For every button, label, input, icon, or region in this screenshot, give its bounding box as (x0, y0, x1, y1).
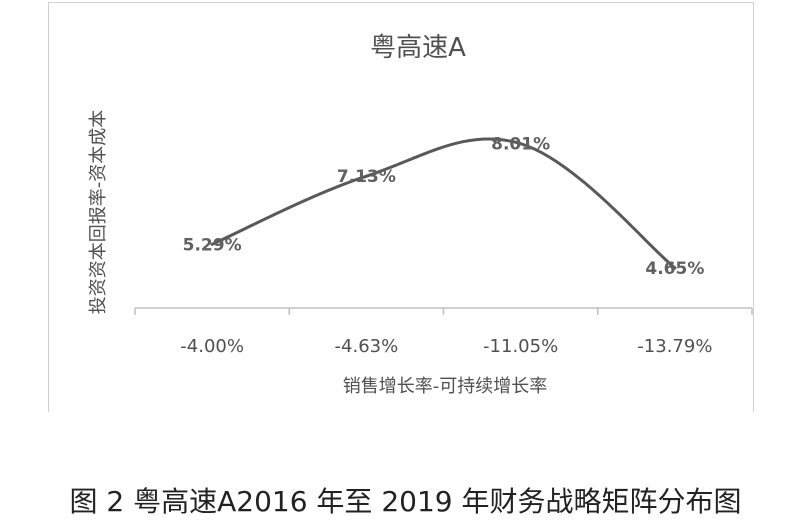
data-label: 4.65% (645, 259, 704, 279)
y-axis-title: 投资资本回报率-资本成本 (88, 110, 109, 315)
data-point (210, 242, 214, 246)
chart-frame (48, 2, 754, 412)
data-label: 7.13% (337, 167, 396, 187)
x-tick-label: -4.00% (180, 336, 244, 357)
data-point (519, 142, 523, 146)
chart-title: 粤高速A (370, 33, 466, 63)
series-line (210, 137, 677, 270)
data-label: 5.29% (183, 235, 242, 255)
x-axis-title: 销售增长率-可持续增长率 (343, 376, 548, 397)
x-tick-label: -13.79% (637, 336, 712, 357)
data-label: 8.01% (491, 135, 550, 155)
x-tick-label: -11.05% (483, 336, 558, 357)
line-chart: 粤高速A 投资资本回报率-资本成本 销售增长率-可持续增长率 -4.00% -4.… (88, 33, 753, 397)
data-point (364, 174, 368, 178)
figure-caption: 图 2 粤高速A2016 年至 2019 年财务战略矩阵分布图 (69, 485, 742, 518)
x-tick-label: -4.63% (335, 336, 399, 357)
data-point (673, 266, 677, 270)
